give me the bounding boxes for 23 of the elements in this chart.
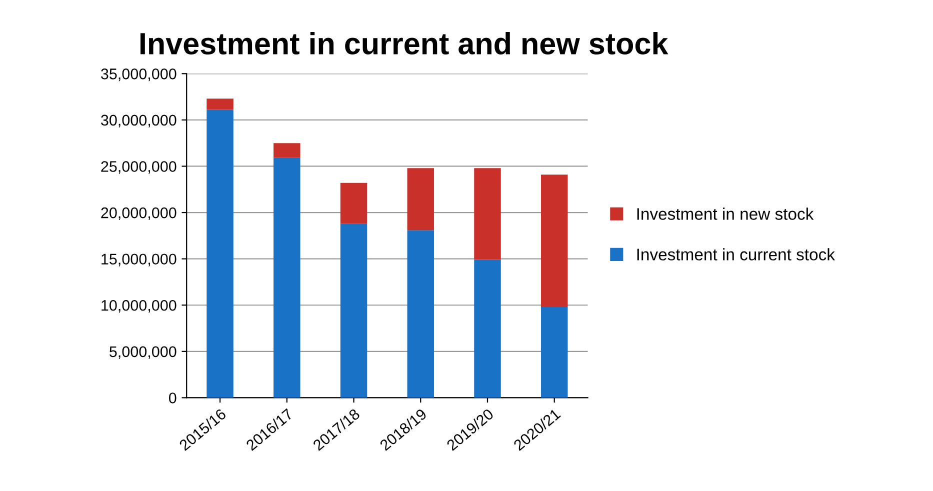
- y-tick-label: 0: [168, 392, 176, 404]
- bar: [407, 168, 434, 230]
- y-tick-label: 20,000,000: [101, 207, 176, 220]
- bar: [407, 230, 434, 398]
- bar: [274, 143, 300, 158]
- bar: [474, 260, 501, 398]
- bar: [340, 224, 368, 398]
- y-tick-label: 10,000,000: [102, 300, 176, 313]
- y-tick-label: 25,000,000: [101, 161, 176, 174]
- bar: [474, 168, 501, 260]
- bar: [540, 174, 568, 307]
- bar: [206, 110, 234, 398]
- y-tick-label: 35,000,000: [101, 68, 176, 82]
- y-tick-label: 30,000,000: [101, 114, 176, 128]
- y-tick-label: 5,000,000: [110, 346, 176, 359]
- chart-title: Investment in current and new stock: [140, 32, 668, 55]
- y-tick-label: 15,000,000: [102, 254, 176, 266]
- bar: [206, 98, 234, 110]
- legend-label: Investment in current stock: [637, 248, 835, 260]
- bar: [274, 158, 300, 398]
- legend-label: Investment in new stock: [637, 208, 814, 220]
- bar: [540, 306, 568, 398]
- bar: [340, 182, 368, 224]
